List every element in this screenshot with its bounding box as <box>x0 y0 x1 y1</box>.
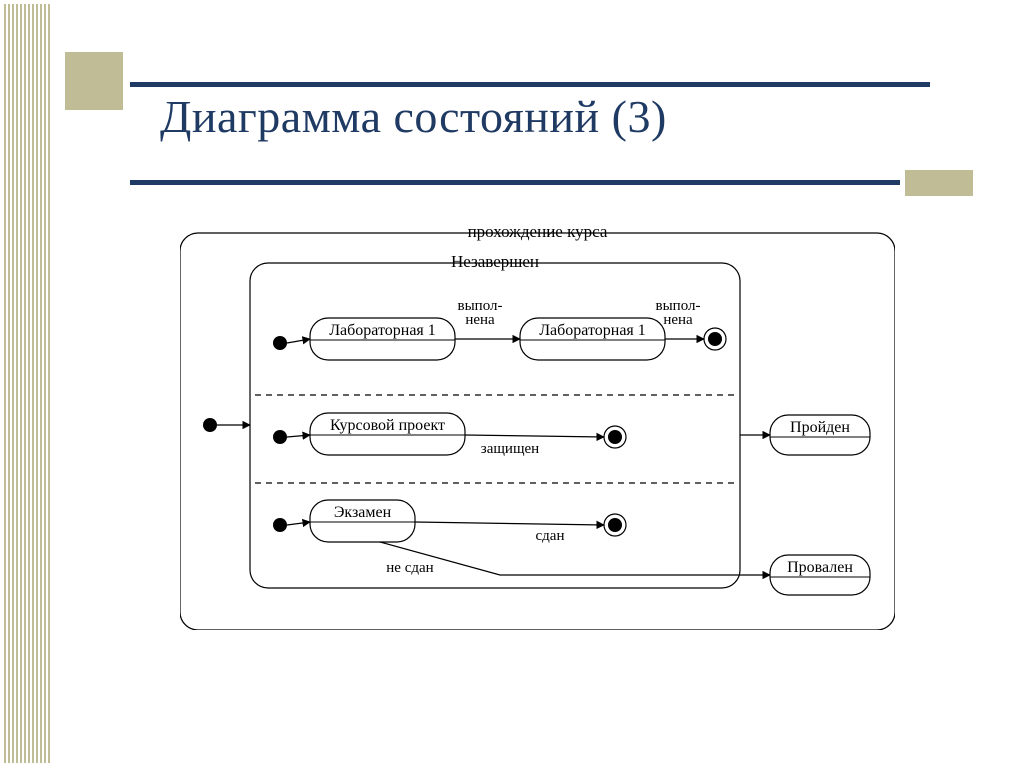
inner-state-label: Незавершен <box>451 252 539 271</box>
outer-state-label: прохождение курса <box>468 225 608 241</box>
edge-label-5-0: защищен <box>481 441 539 457</box>
edge-label-7-0: сдан <box>536 528 565 544</box>
initial-init3 <box>273 518 287 532</box>
final-dot-fin1 <box>708 332 722 346</box>
state-label-ex: Экзамен <box>334 504 392 521</box>
edge-label-3-1: нена <box>663 312 693 328</box>
state-label-failed: Провален <box>787 559 853 576</box>
slide: Диаграмма состояний (3) прохождение курс… <box>0 0 1024 767</box>
initial-init1 <box>273 336 287 350</box>
decor-rect <box>905 170 973 196</box>
slide-title: Диаграмма состояний (3) <box>160 90 667 143</box>
final-dot-fin2 <box>608 430 622 444</box>
state-label-passed: Пройден <box>790 419 850 436</box>
decor-square <box>65 52 123 110</box>
title-rule-top <box>130 82 930 87</box>
left-stripe-decoration <box>4 4 52 763</box>
state-label-lab2: Лабораторная 1 <box>539 322 646 339</box>
initial-init2 <box>273 430 287 444</box>
state-label-lab1: Лабораторная 1 <box>329 322 436 339</box>
final-dot-fin3 <box>608 518 622 532</box>
state-diagram-svg: прохождение курса Незавершен Лабораторная … <box>180 225 895 630</box>
initial-outer <box>203 418 217 432</box>
state-label-kp: Курсовой проект <box>330 417 445 434</box>
title-rule-bottom <box>130 180 900 185</box>
edge-label-2-1: нена <box>465 312 495 328</box>
edge-label-8-0: не сдан <box>386 560 433 576</box>
state-diagram: прохождение курса Незавершен Лабораторная … <box>180 225 895 630</box>
